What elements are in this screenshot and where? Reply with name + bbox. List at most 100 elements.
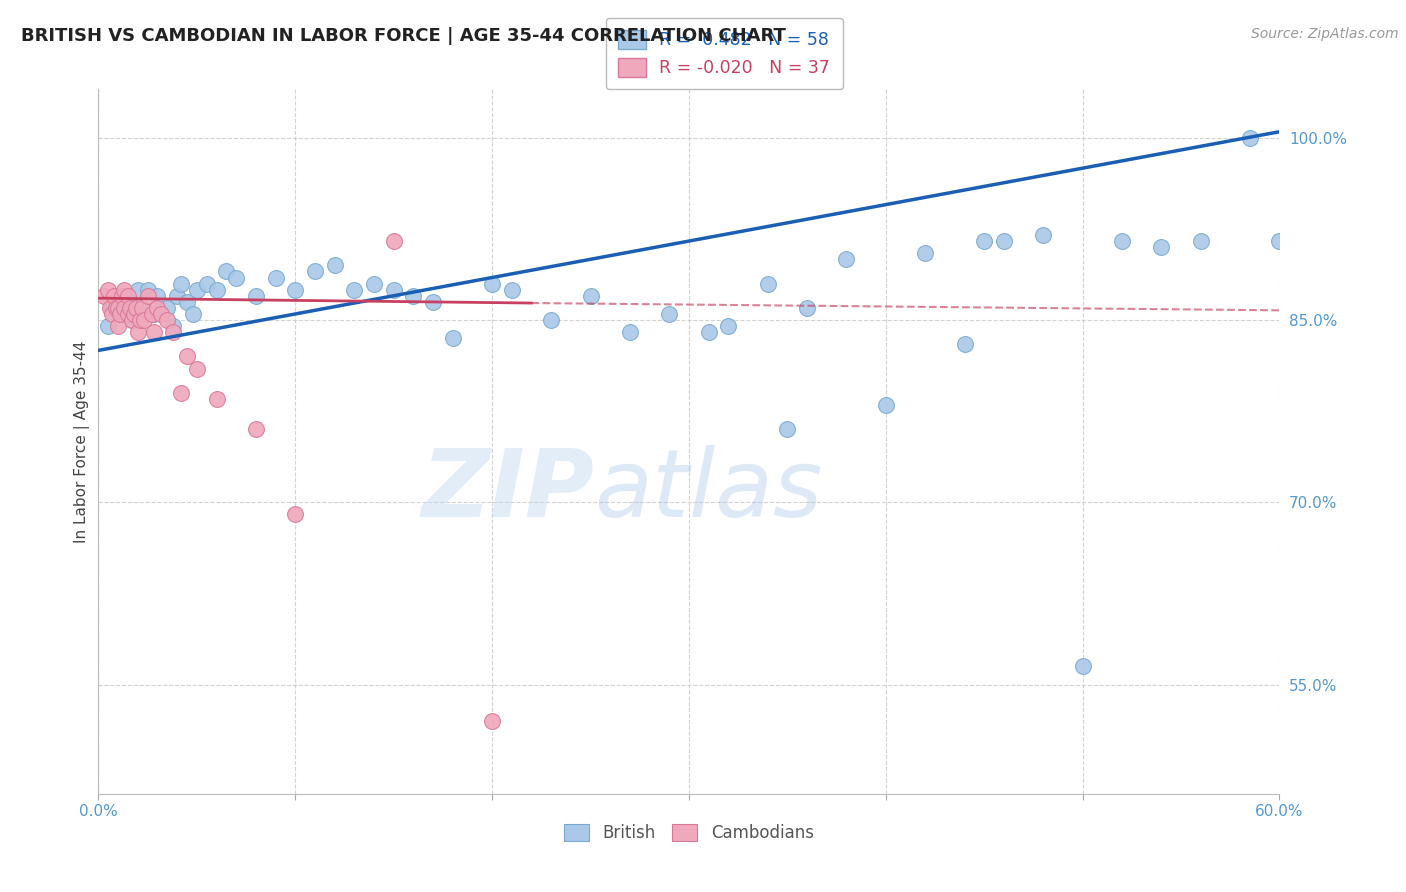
Point [146, 289, 169, 303]
Point [501, 283, 523, 297]
Point [323, 259, 346, 273]
Point [304, 264, 326, 278]
Y-axis label: In Labor Force | Age 35-44: In Labor Force | Age 35-44 [75, 341, 90, 542]
Point [166, 289, 188, 303]
Point [111, 307, 134, 321]
Point [150, 307, 173, 321]
Point [619, 325, 641, 339]
Point [225, 270, 247, 285]
Point [363, 277, 385, 291]
Point [481, 714, 503, 728]
Point [186, 283, 208, 297]
Point [156, 301, 179, 315]
Point [121, 313, 143, 327]
Point [441, 331, 464, 345]
Point [121, 313, 143, 327]
Point [756, 277, 779, 291]
Point [170, 277, 193, 291]
Point [93, 289, 115, 303]
Point [245, 289, 267, 303]
Point [973, 234, 995, 248]
Point [1150, 240, 1173, 254]
Point [117, 294, 139, 309]
Point [117, 307, 139, 321]
Point [105, 301, 128, 315]
Point [107, 301, 129, 315]
Point [540, 313, 562, 327]
Text: BRITISH VS CAMBODIAN IN LABOR FORCE | AGE 35-44 CORRELATION CHART: BRITISH VS CAMBODIAN IN LABOR FORCE | AG… [21, 27, 786, 45]
Point [136, 289, 159, 303]
Point [117, 289, 139, 303]
Point [176, 350, 198, 364]
Point [953, 337, 976, 351]
Point [1111, 234, 1133, 248]
Point [128, 313, 150, 327]
Point [132, 313, 155, 327]
Point [284, 508, 307, 522]
Point [195, 277, 218, 291]
Text: ZIP: ZIP [422, 445, 595, 537]
Point [181, 307, 204, 321]
Point [141, 307, 163, 321]
Point [170, 386, 193, 401]
Point [215, 264, 238, 278]
Point [343, 283, 366, 297]
Point [205, 283, 228, 297]
Point [150, 307, 173, 321]
Point [131, 301, 153, 315]
Point [98, 301, 121, 315]
Point [131, 301, 153, 315]
Point [97, 319, 120, 334]
Point [97, 283, 120, 297]
Point [422, 294, 444, 309]
Point [162, 325, 184, 339]
Point [146, 301, 169, 315]
Point [1189, 234, 1212, 248]
Point [835, 252, 858, 267]
Point [579, 289, 602, 303]
Point [205, 392, 228, 406]
Point [107, 319, 129, 334]
Text: atlas: atlas [595, 445, 823, 536]
Point [176, 294, 198, 309]
Point [112, 283, 135, 297]
Point [245, 422, 267, 436]
Point [284, 283, 307, 297]
Point [162, 319, 184, 334]
Point [127, 325, 149, 339]
Point [142, 307, 165, 321]
Point [101, 301, 124, 315]
Point [186, 361, 208, 376]
Text: Source: ZipAtlas.com: Source: ZipAtlas.com [1251, 27, 1399, 41]
Point [108, 307, 131, 321]
Point [101, 307, 124, 321]
Point [1239, 130, 1261, 145]
Point [264, 270, 287, 285]
Point [796, 301, 818, 315]
Point [107, 289, 129, 303]
Point [1071, 659, 1094, 673]
Point [122, 307, 145, 321]
Point [382, 283, 405, 297]
Point [156, 313, 179, 327]
Point [136, 283, 159, 297]
Point [118, 301, 141, 315]
Point [1032, 227, 1054, 242]
Point [658, 307, 681, 321]
Point [914, 246, 936, 260]
Point [127, 283, 149, 297]
Point [112, 301, 135, 315]
Point [875, 398, 897, 412]
Point [1268, 234, 1291, 248]
Point [142, 325, 165, 339]
Point [717, 319, 740, 334]
Point [776, 422, 799, 436]
Point [697, 325, 720, 339]
Point [125, 301, 148, 315]
Legend: British, Cambodians: British, Cambodians [558, 817, 820, 849]
Point [111, 289, 134, 303]
Point [481, 277, 503, 291]
Point [993, 234, 1015, 248]
Point [402, 289, 425, 303]
Point [382, 234, 405, 248]
